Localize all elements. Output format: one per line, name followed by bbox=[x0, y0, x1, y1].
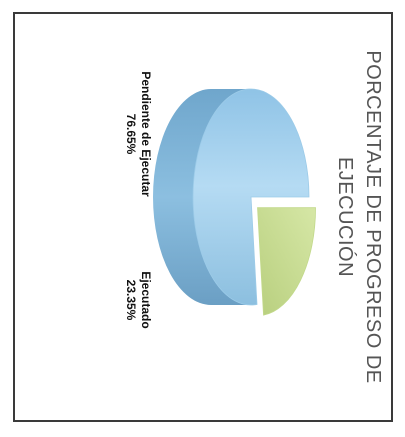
slice-value-ejecutado: 23.35% bbox=[124, 279, 138, 321]
slice-top-ejecutado bbox=[257, 207, 316, 316]
chart-frame: PORCENTAJE DE PROGRESO DE EJECUCIÓN bbox=[13, 12, 393, 422]
pie-layer bbox=[153, 88, 316, 316]
pie-slice-ejecutado bbox=[257, 207, 316, 316]
slice-name-pendiente: Pendiente de Ejecutar bbox=[139, 71, 153, 197]
slice-side-pendiente bbox=[153, 89, 251, 305]
slice-top-pendiente bbox=[192, 88, 310, 306]
slice-name-ejecutado: Ejecutado bbox=[139, 271, 153, 329]
slice-value-pendiente: 76.65% bbox=[124, 113, 138, 155]
pie-slice-pendiente bbox=[153, 88, 310, 306]
pie-chart bbox=[153, 88, 316, 316]
rotated-chart: PORCENTAJE DE PROGRESO DE EJECUCIÓN bbox=[15, 14, 391, 420]
slice-label-ejecutado: Ejecutado 23.35% bbox=[123, 240, 153, 360]
slice-label-pendiente: Pendiente de Ejecutar 76.65% bbox=[123, 44, 153, 224]
